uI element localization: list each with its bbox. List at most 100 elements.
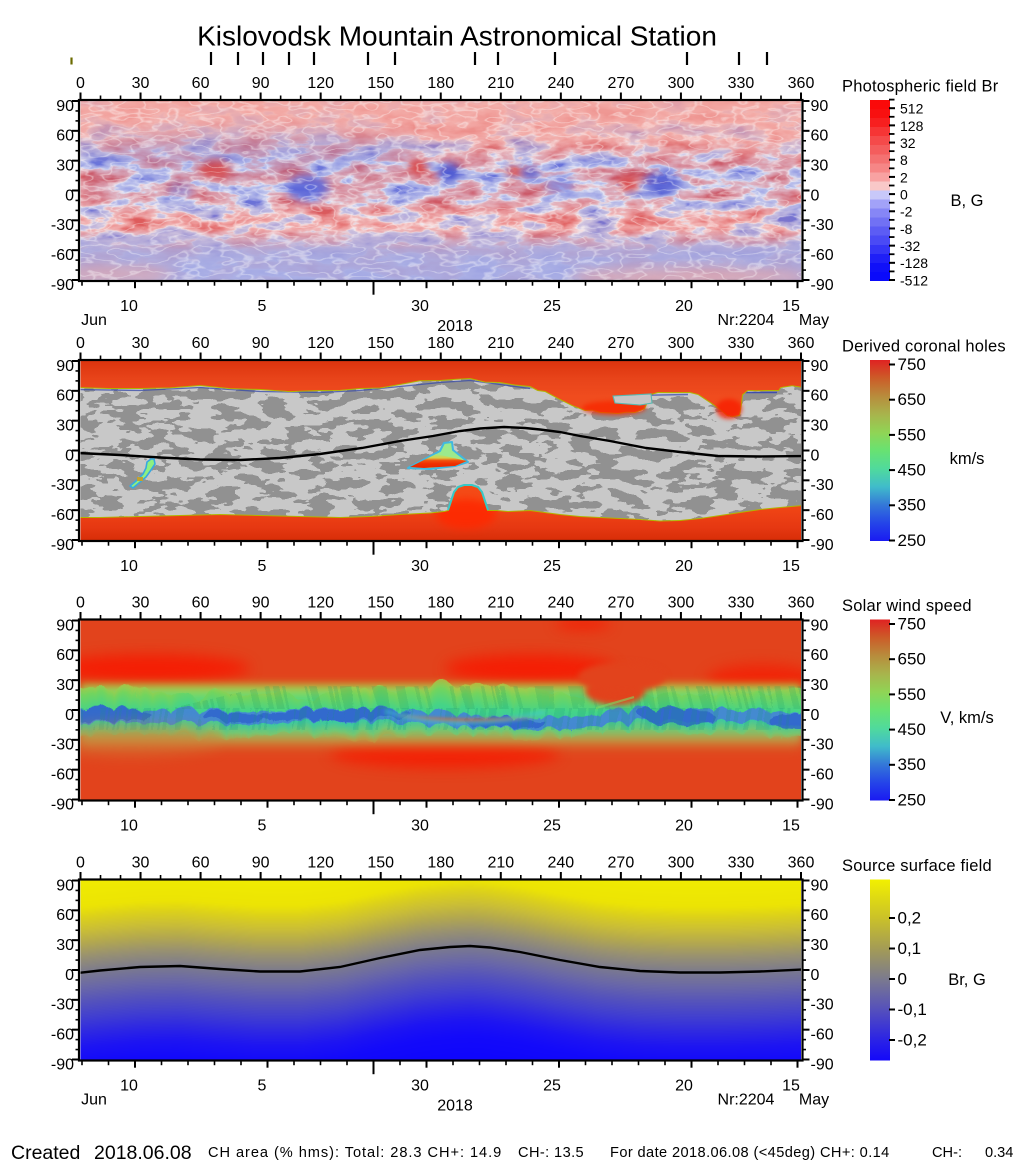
svg-text:300: 300	[668, 594, 695, 611]
svg-text:60: 60	[811, 647, 829, 664]
svg-text:330: 330	[728, 335, 755, 352]
svg-text:650: 650	[898, 650, 926, 669]
svg-text:-512: -512	[900, 272, 928, 288]
svg-text:-0,2: -0,2	[898, 1030, 927, 1049]
svg-text:30: 30	[411, 558, 429, 575]
svg-text:0: 0	[65, 967, 74, 984]
svg-text:May: May	[799, 1091, 829, 1108]
svg-text:60: 60	[56, 907, 74, 924]
svg-text:-60: -60	[51, 1026, 74, 1043]
svg-text:550: 550	[898, 425, 926, 444]
svg-text:240: 240	[547, 335, 574, 352]
svg-text:350: 350	[898, 755, 926, 774]
svg-text:30: 30	[811, 937, 829, 954]
svg-text:10: 10	[120, 817, 138, 834]
svg-text:90: 90	[252, 594, 270, 611]
svg-text:360: 360	[788, 594, 815, 611]
svg-text:0: 0	[76, 335, 85, 352]
svg-text:30: 30	[811, 157, 829, 174]
svg-text:240: 240	[547, 75, 574, 92]
svg-text:0: 0	[900, 187, 908, 203]
svg-text:90: 90	[811, 877, 829, 894]
svg-text:10: 10	[120, 298, 138, 315]
svg-text:15: 15	[782, 558, 800, 575]
svg-text:-60: -60	[811, 1026, 834, 1043]
svg-text:May: May	[799, 312, 829, 329]
svg-text:350: 350	[898, 496, 926, 515]
svg-text:Derived coronal holes: Derived coronal holes	[842, 337, 1006, 355]
svg-text:90: 90	[252, 854, 270, 871]
svg-text:450: 450	[898, 720, 926, 739]
svg-text:30: 30	[411, 298, 429, 315]
svg-text:360: 360	[788, 335, 815, 352]
svg-text:15: 15	[782, 1077, 800, 1094]
svg-text:30: 30	[132, 75, 150, 92]
svg-text:30: 30	[132, 854, 150, 871]
svg-text:Nr:2204: Nr:2204	[718, 312, 775, 329]
svg-text:-30: -30	[51, 997, 74, 1014]
svg-text:270: 270	[608, 75, 635, 92]
svg-text:90: 90	[56, 98, 74, 115]
svg-text:650: 650	[898, 390, 926, 409]
svg-text:20: 20	[675, 298, 693, 315]
svg-text:30: 30	[132, 335, 150, 352]
svg-text:2018.06.08: 2018.06.08	[94, 1142, 192, 1164]
svg-text:150: 150	[367, 594, 394, 611]
svg-text:300: 300	[668, 335, 695, 352]
svg-text:60: 60	[811, 128, 829, 145]
svg-text:8: 8	[900, 152, 908, 168]
svg-text:150: 150	[367, 335, 394, 352]
svg-text:Nr:2204: Nr:2204	[718, 1091, 775, 1108]
svg-text:-60: -60	[811, 507, 834, 524]
svg-text:180: 180	[427, 594, 454, 611]
svg-text:550: 550	[898, 685, 926, 704]
svg-text:15: 15	[782, 817, 800, 834]
svg-text:0: 0	[65, 447, 74, 464]
svg-text:-60: -60	[51, 247, 74, 264]
svg-text:-30: -30	[51, 737, 74, 754]
svg-text:-90: -90	[811, 1056, 834, 1073]
svg-text:210: 210	[487, 335, 514, 352]
svg-text:V, km/s: V, km/s	[940, 709, 994, 727]
svg-text:-30: -30	[51, 217, 74, 234]
svg-text:360: 360	[788, 75, 815, 92]
svg-text:750: 750	[898, 614, 926, 633]
svg-text:0: 0	[65, 707, 74, 724]
svg-text:20: 20	[675, 817, 693, 834]
svg-text:-90: -90	[811, 277, 834, 294]
svg-text:20: 20	[675, 558, 693, 575]
svg-text:-90: -90	[51, 796, 74, 813]
svg-text:5: 5	[258, 558, 267, 575]
svg-text:-2: -2	[900, 204, 913, 220]
svg-text:180: 180	[427, 335, 454, 352]
svg-text:-30: -30	[51, 477, 74, 494]
svg-text:0: 0	[811, 447, 820, 464]
svg-text:-128: -128	[900, 255, 928, 271]
svg-text:Photospheric field Br: Photospheric field Br	[842, 77, 999, 95]
svg-text:300: 300	[668, 75, 695, 92]
svg-text:0.34: 0.34	[985, 1145, 1013, 1161]
svg-text:0: 0	[811, 187, 820, 204]
svg-text:Br, G: Br, G	[948, 971, 986, 989]
svg-text:For date 2018.06.08 (<45deg) C: For date 2018.06.08 (<45deg) CH+: 0.14	[610, 1145, 890, 1161]
svg-text:0: 0	[898, 969, 907, 988]
svg-text:-60: -60	[51, 766, 74, 783]
svg-text:60: 60	[192, 594, 210, 611]
svg-text:270: 270	[608, 335, 635, 352]
svg-text:5: 5	[258, 1077, 267, 1094]
svg-text:30: 30	[56, 937, 74, 954]
svg-text:Solar wind speed: Solar wind speed	[842, 597, 972, 615]
svg-text:CH-:: CH-:	[932, 1145, 962, 1161]
svg-text:Jun: Jun	[81, 1091, 107, 1108]
svg-text:-90: -90	[51, 277, 74, 294]
svg-text:210: 210	[487, 75, 514, 92]
svg-text:km/s: km/s	[950, 450, 985, 468]
svg-text:30: 30	[56, 417, 74, 434]
svg-text:90: 90	[252, 335, 270, 352]
svg-text:25: 25	[543, 817, 561, 834]
svg-text:60: 60	[192, 854, 210, 871]
svg-text:10: 10	[120, 1077, 138, 1094]
svg-text:90: 90	[56, 877, 74, 894]
svg-text:750: 750	[898, 355, 926, 374]
svg-text:-0,1: -0,1	[898, 1000, 927, 1019]
